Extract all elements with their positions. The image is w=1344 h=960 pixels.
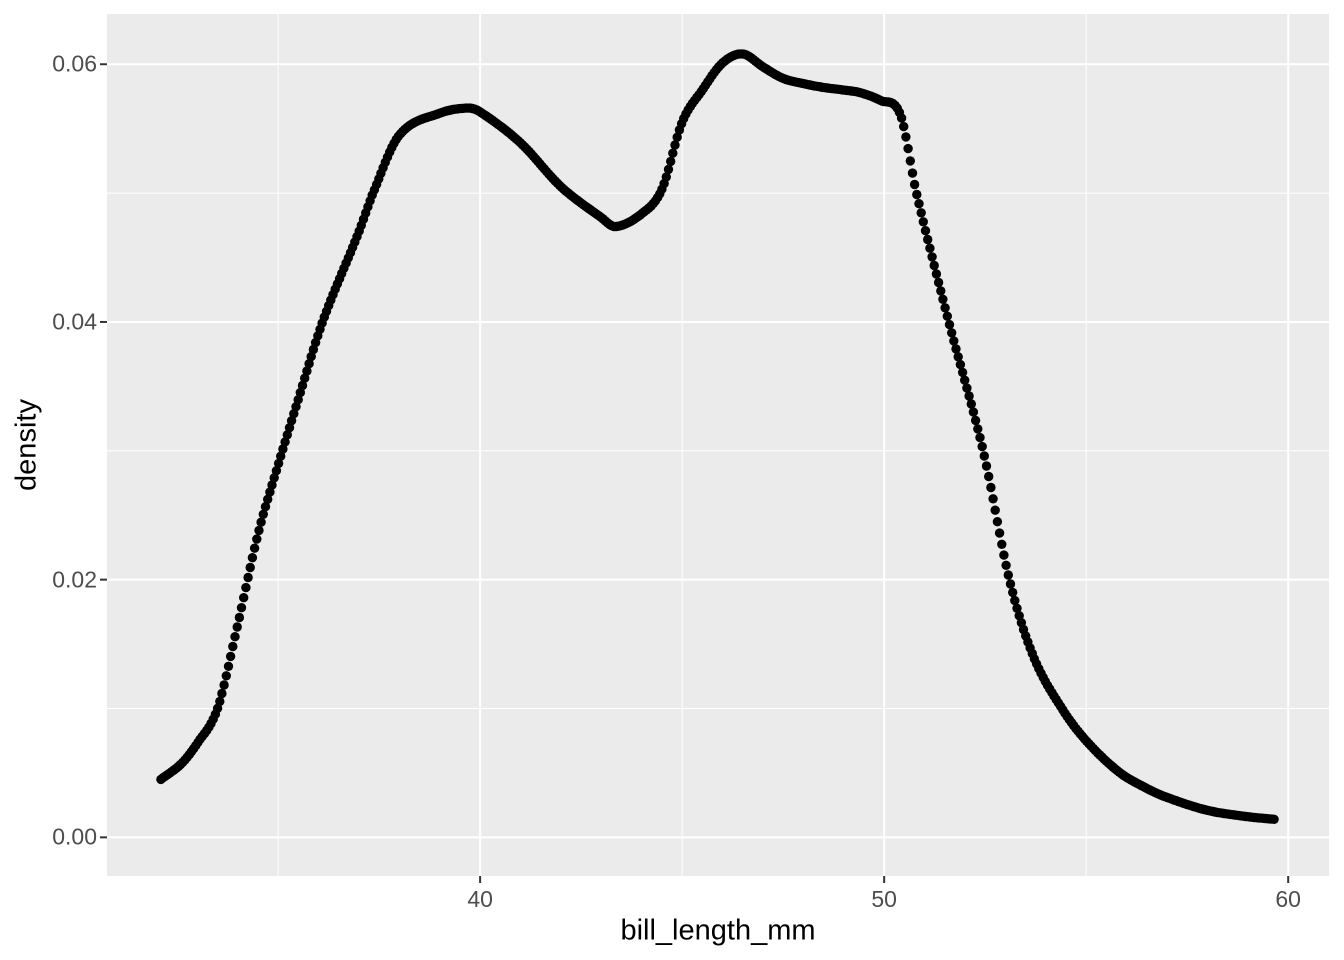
y-tick-label-0.04: 0.04 [52, 308, 97, 335]
x-tick-label-50: 50 [871, 886, 897, 912]
y-tick-label-0.02: 0.02 [52, 566, 97, 593]
x-tick-label-60: 60 [1275, 886, 1301, 912]
minor-gridlines [107, 14, 1329, 876]
y-tick-label-0.00: 0.00 [52, 823, 97, 850]
y-axis-title: density [10, 399, 43, 491]
axis-tick-marks [100, 63, 1290, 883]
panel-background [107, 14, 1329, 876]
x-axis-title: bill_length_mm [620, 914, 816, 947]
y-tick-label-0.06: 0.06 [52, 50, 97, 77]
density-curve-points [156, 49, 1279, 824]
x-tick-label-40: 40 [467, 886, 493, 912]
